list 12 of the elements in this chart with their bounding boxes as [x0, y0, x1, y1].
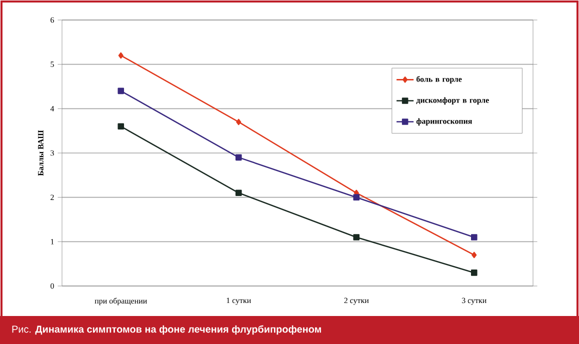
- point: [470, 270, 478, 276]
- point: [472, 252, 477, 258]
- point: [118, 52, 124, 59]
- point: [118, 88, 124, 94]
- point: [236, 118, 242, 126]
- point: [235, 190, 242, 196]
- point: [118, 123, 124, 130]
- point: [470, 234, 478, 240]
- point: [353, 194, 360, 200]
- point: [235, 154, 242, 161]
- point: [353, 234, 360, 240]
- text: Рис. Динамика симптомов на фоне лечения флурбипрофеном: [12, 325, 321, 335]
